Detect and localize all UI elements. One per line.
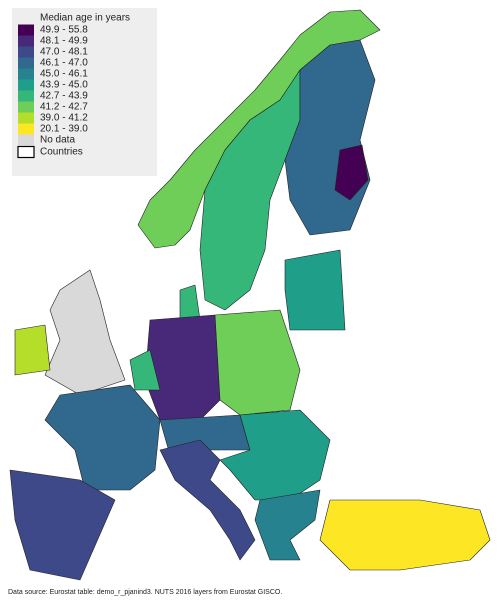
legend-swatch — [18, 68, 34, 80]
legend-swatch — [18, 24, 34, 36]
legend-swatch — [18, 46, 34, 58]
legend-label: 39.0 - 41.2 — [40, 113, 88, 124]
legend-swatch — [18, 35, 34, 47]
ireland — [14, 324, 51, 376]
legend: Median age in years 49.9 - 55.848.1 - 49… — [12, 8, 157, 176]
norway — [137, 9, 381, 249]
finland-east — [334, 144, 369, 201]
united-kingdom — [44, 269, 126, 396]
legend-box — [12, 8, 157, 176]
legend-label: 47.0 - 48.1 — [40, 47, 88, 58]
legend-swatch — [18, 134, 34, 146]
baltics — [284, 249, 346, 331]
legend-swatch — [17, 145, 35, 159]
legend-swatch — [18, 112, 34, 124]
legend-label: 41.2 - 42.7 — [40, 102, 88, 113]
legend-label: 48.1 - 49.9 — [40, 36, 88, 47]
italy — [159, 439, 256, 561]
legend-label: 46.1 - 47.0 — [40, 58, 88, 69]
legend-label: 42.7 - 43.9 — [40, 91, 88, 102]
legend-swatch — [18, 57, 34, 69]
sweden — [199, 69, 301, 311]
poland — [214, 309, 301, 416]
germany — [144, 314, 221, 421]
legend-swatch — [18, 101, 34, 113]
iberia — [9, 469, 116, 581]
legend-label: 45.0 - 46.1 — [40, 69, 88, 80]
legend-swatch — [18, 79, 34, 91]
legend-title: Median age in years — [40, 13, 130, 24]
legend-label: 43.9 - 45.0 — [40, 80, 88, 91]
legend-label: 20.1 - 39.0 — [40, 124, 88, 135]
turkey — [319, 499, 491, 571]
legend-label: Countries — [40, 147, 83, 158]
legend-label: 49.9 - 55.8 — [40, 25, 88, 36]
map — [9, 9, 491, 581]
bulgaria-greece — [254, 489, 321, 561]
france — [44, 384, 161, 491]
legend-swatch — [18, 90, 34, 102]
benelux — [129, 349, 161, 391]
legend-swatch — [18, 123, 34, 135]
source-note: Data source: Eurostat table: demo_r_pjan… — [8, 589, 282, 596]
legend-label: No data — [40, 135, 75, 146]
